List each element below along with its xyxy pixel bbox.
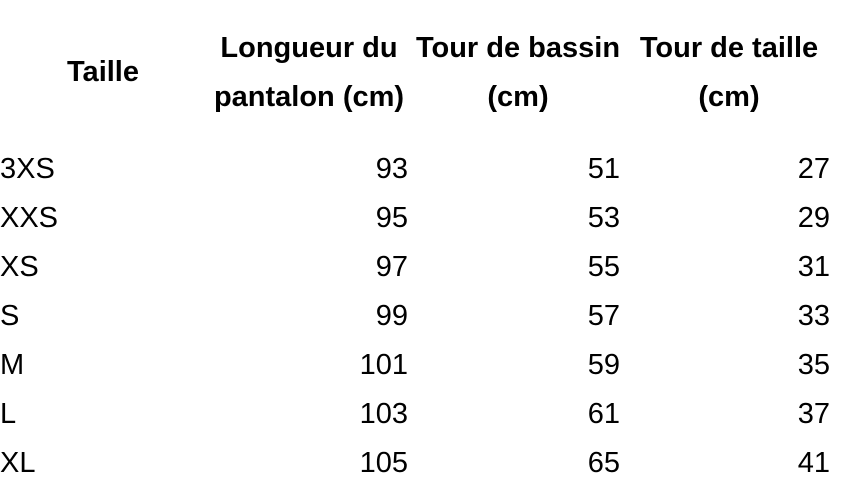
cell-bassin: 51	[587, 153, 620, 185]
cell-longueur: 103	[359, 398, 408, 430]
cell-longueur: 95	[375, 202, 408, 234]
header-taille-tour: Tour de taille (cm)	[639, 31, 819, 113]
cell-tour-taille: 37	[797, 398, 830, 430]
cell-bassin: 53	[587, 202, 620, 234]
header-longueur: Longueur du pantalon (cm)	[213, 31, 405, 113]
cell-bassin: 55	[587, 251, 620, 283]
cell-tour-taille: 41	[797, 447, 830, 479]
table-row: XS 97 55 31	[0, 243, 834, 292]
cell-size: 3XS	[0, 153, 55, 185]
cell-bassin: 57	[587, 300, 620, 332]
cell-size: XXS	[0, 202, 59, 234]
cell-longueur: 97	[375, 251, 408, 283]
table-row: XL 105 65 41	[0, 439, 834, 488]
cell-size: XS	[0, 251, 39, 283]
cell-size: S	[0, 300, 20, 332]
table-row: S 99 57 33	[0, 292, 834, 341]
cell-tour-taille: 31	[797, 251, 830, 283]
cell-longueur: 99	[375, 300, 408, 332]
cell-size: XL	[0, 447, 36, 479]
header-row: Taille Longueur du pantalon (cm) Tour de…	[0, 0, 834, 145]
cell-longueur: 101	[359, 349, 408, 381]
table-row: L 103 61 37	[0, 390, 834, 439]
cell-tour-taille: 35	[797, 349, 830, 381]
cell-longueur: 93	[375, 153, 408, 185]
cell-tour-taille: 27	[797, 153, 830, 185]
header-bassin: Tour de bassin (cm)	[415, 31, 621, 113]
table-row: XXS 95 53 29	[0, 194, 834, 243]
table-row: 3XS 93 51 27	[0, 145, 834, 194]
cell-bassin: 61	[587, 398, 620, 430]
cell-tour-taille: 33	[797, 300, 830, 332]
cell-size: L	[0, 398, 17, 430]
cell-bassin: 65	[587, 447, 620, 479]
header-taille: Taille	[67, 56, 139, 88]
cell-size: M	[0, 349, 25, 381]
cell-tour-taille: 29	[797, 202, 830, 234]
cell-bassin: 59	[587, 349, 620, 381]
table-row: M 101 59 35	[0, 341, 834, 390]
cell-longueur: 105	[359, 447, 408, 479]
